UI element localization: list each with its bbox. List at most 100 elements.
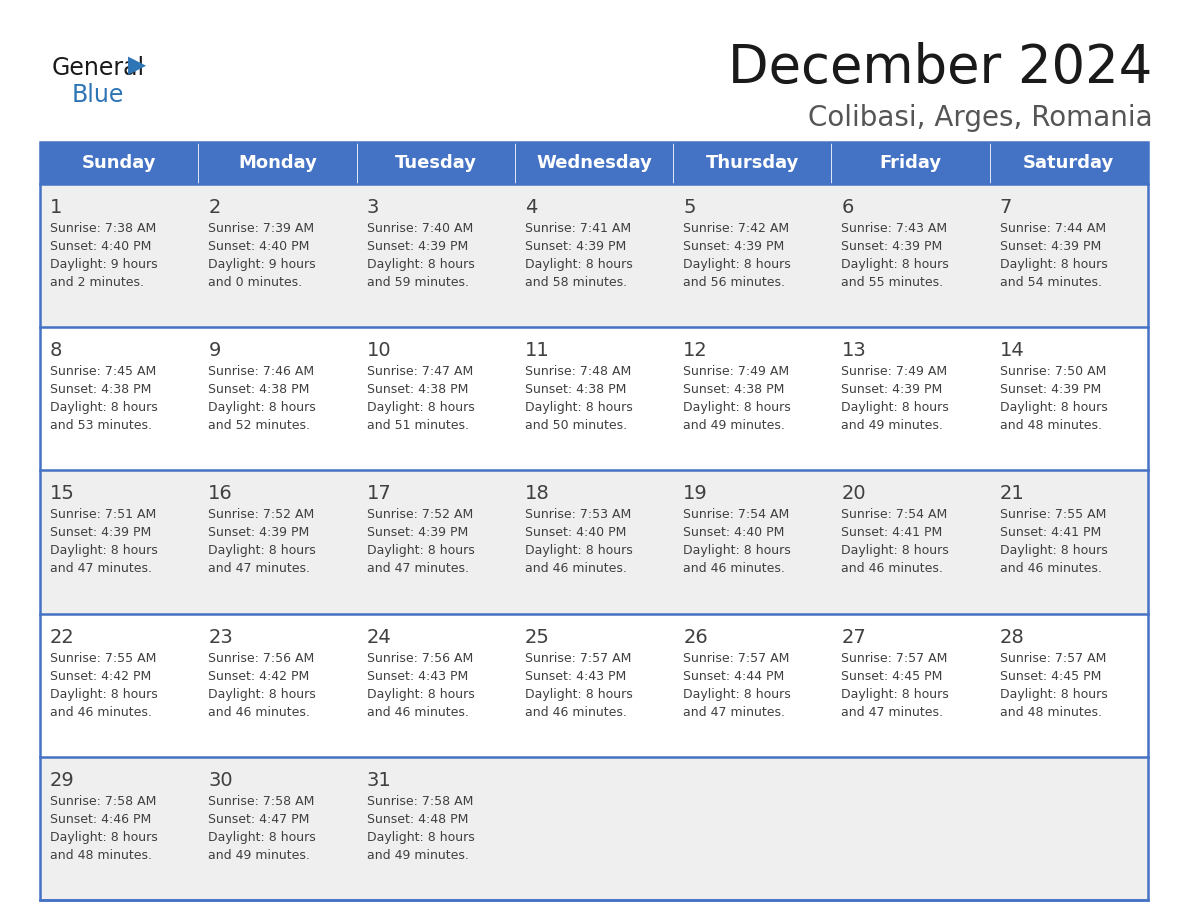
- Text: Daylight: 8 hours: Daylight: 8 hours: [525, 401, 632, 414]
- Text: Daylight: 8 hours: Daylight: 8 hours: [683, 401, 791, 414]
- Text: Sunday: Sunday: [82, 154, 157, 172]
- Text: Sunrise: 7:49 AM: Sunrise: 7:49 AM: [683, 365, 789, 378]
- Text: Sunset: 4:40 PM: Sunset: 4:40 PM: [683, 526, 784, 540]
- Text: 2: 2: [208, 198, 221, 217]
- Text: Sunset: 4:41 PM: Sunset: 4:41 PM: [1000, 526, 1101, 540]
- Text: and 51 minutes.: and 51 minutes.: [367, 420, 468, 432]
- Text: 11: 11: [525, 341, 550, 360]
- Text: Daylight: 8 hours: Daylight: 8 hours: [525, 544, 632, 557]
- Text: Sunset: 4:42 PM: Sunset: 4:42 PM: [50, 669, 151, 683]
- Bar: [40, 327, 1148, 470]
- Text: and 46 minutes.: and 46 minutes.: [683, 563, 785, 576]
- Text: and 47 minutes.: and 47 minutes.: [208, 563, 310, 576]
- Text: Sunset: 4:38 PM: Sunset: 4:38 PM: [525, 383, 626, 397]
- Text: and 47 minutes.: and 47 minutes.: [50, 563, 152, 576]
- Bar: [514, 142, 674, 184]
- Text: Sunrise: 7:54 AM: Sunrise: 7:54 AM: [841, 509, 948, 521]
- Bar: [40, 470, 1148, 613]
- Text: and 0 minutes.: and 0 minutes.: [208, 276, 303, 289]
- Text: and 47 minutes.: and 47 minutes.: [683, 706, 785, 719]
- Text: Sunset: 4:38 PM: Sunset: 4:38 PM: [208, 383, 310, 397]
- Text: Sunrise: 7:56 AM: Sunrise: 7:56 AM: [367, 652, 473, 665]
- Text: Sunrise: 7:38 AM: Sunrise: 7:38 AM: [50, 222, 157, 235]
- Text: Sunrise: 7:51 AM: Sunrise: 7:51 AM: [50, 509, 157, 521]
- Text: Sunrise: 7:58 AM: Sunrise: 7:58 AM: [50, 795, 157, 808]
- Text: Sunset: 4:39 PM: Sunset: 4:39 PM: [841, 383, 943, 397]
- Text: December 2024: December 2024: [728, 42, 1152, 94]
- Text: Daylight: 8 hours: Daylight: 8 hours: [50, 831, 158, 844]
- Text: Daylight: 9 hours: Daylight: 9 hours: [208, 258, 316, 271]
- Text: 8: 8: [50, 341, 63, 360]
- Text: 31: 31: [367, 771, 391, 789]
- Text: Sunset: 4:39 PM: Sunset: 4:39 PM: [1000, 383, 1101, 397]
- Text: Daylight: 8 hours: Daylight: 8 hours: [525, 258, 632, 271]
- Text: Sunset: 4:46 PM: Sunset: 4:46 PM: [50, 812, 151, 826]
- Text: Daylight: 8 hours: Daylight: 8 hours: [1000, 688, 1107, 700]
- Text: Blue: Blue: [72, 83, 125, 107]
- Text: 24: 24: [367, 628, 391, 646]
- Text: Daylight: 8 hours: Daylight: 8 hours: [208, 544, 316, 557]
- Text: Sunset: 4:40 PM: Sunset: 4:40 PM: [50, 240, 151, 253]
- Text: Sunrise: 7:39 AM: Sunrise: 7:39 AM: [208, 222, 315, 235]
- Bar: [674, 142, 832, 184]
- Text: Sunset: 4:45 PM: Sunset: 4:45 PM: [841, 669, 943, 683]
- Text: and 58 minutes.: and 58 minutes.: [525, 276, 627, 289]
- Text: Sunrise: 7:53 AM: Sunrise: 7:53 AM: [525, 509, 631, 521]
- Text: Sunrise: 7:58 AM: Sunrise: 7:58 AM: [367, 795, 473, 808]
- Text: Sunrise: 7:57 AM: Sunrise: 7:57 AM: [841, 652, 948, 665]
- Text: Daylight: 8 hours: Daylight: 8 hours: [208, 688, 316, 700]
- Text: Sunset: 4:43 PM: Sunset: 4:43 PM: [367, 669, 468, 683]
- Text: 10: 10: [367, 341, 391, 360]
- Text: Sunset: 4:38 PM: Sunset: 4:38 PM: [50, 383, 151, 397]
- Text: and 55 minutes.: and 55 minutes.: [841, 276, 943, 289]
- Text: Sunset: 4:45 PM: Sunset: 4:45 PM: [1000, 669, 1101, 683]
- Text: Sunrise: 7:55 AM: Sunrise: 7:55 AM: [1000, 509, 1106, 521]
- Text: Sunset: 4:41 PM: Sunset: 4:41 PM: [841, 526, 943, 540]
- Text: Sunset: 4:39 PM: Sunset: 4:39 PM: [367, 526, 468, 540]
- Text: 26: 26: [683, 628, 708, 646]
- Text: Sunset: 4:39 PM: Sunset: 4:39 PM: [367, 240, 468, 253]
- Text: Sunrise: 7:40 AM: Sunrise: 7:40 AM: [367, 222, 473, 235]
- Text: Daylight: 8 hours: Daylight: 8 hours: [367, 688, 474, 700]
- Text: and 48 minutes.: and 48 minutes.: [50, 849, 152, 862]
- Text: Sunrise: 7:43 AM: Sunrise: 7:43 AM: [841, 222, 948, 235]
- Text: Daylight: 8 hours: Daylight: 8 hours: [1000, 258, 1107, 271]
- Text: Sunset: 4:39 PM: Sunset: 4:39 PM: [683, 240, 784, 253]
- Text: and 48 minutes.: and 48 minutes.: [1000, 420, 1101, 432]
- Text: and 49 minutes.: and 49 minutes.: [367, 849, 468, 862]
- Text: Sunset: 4:38 PM: Sunset: 4:38 PM: [683, 383, 784, 397]
- Text: Daylight: 8 hours: Daylight: 8 hours: [367, 401, 474, 414]
- Text: Sunrise: 7:41 AM: Sunrise: 7:41 AM: [525, 222, 631, 235]
- Bar: [40, 756, 1148, 900]
- Text: Daylight: 8 hours: Daylight: 8 hours: [1000, 544, 1107, 557]
- Text: and 56 minutes.: and 56 minutes.: [683, 276, 785, 289]
- Text: Sunrise: 7:56 AM: Sunrise: 7:56 AM: [208, 652, 315, 665]
- Text: Daylight: 8 hours: Daylight: 8 hours: [683, 544, 791, 557]
- Text: Sunrise: 7:52 AM: Sunrise: 7:52 AM: [367, 509, 473, 521]
- Text: Sunrise: 7:44 AM: Sunrise: 7:44 AM: [1000, 222, 1106, 235]
- Text: Daylight: 8 hours: Daylight: 8 hours: [208, 831, 316, 844]
- Text: 15: 15: [50, 485, 75, 503]
- Text: 16: 16: [208, 485, 233, 503]
- Text: Sunrise: 7:54 AM: Sunrise: 7:54 AM: [683, 509, 789, 521]
- Text: Sunrise: 7:48 AM: Sunrise: 7:48 AM: [525, 365, 631, 378]
- Text: 7: 7: [1000, 198, 1012, 217]
- Text: Sunset: 4:39 PM: Sunset: 4:39 PM: [525, 240, 626, 253]
- Text: Daylight: 8 hours: Daylight: 8 hours: [841, 258, 949, 271]
- Text: Daylight: 8 hours: Daylight: 8 hours: [208, 401, 316, 414]
- Text: Sunset: 4:47 PM: Sunset: 4:47 PM: [208, 812, 310, 826]
- Text: Tuesday: Tuesday: [394, 154, 476, 172]
- Text: 22: 22: [50, 628, 75, 646]
- Text: Sunset: 4:40 PM: Sunset: 4:40 PM: [525, 526, 626, 540]
- Text: Sunrise: 7:55 AM: Sunrise: 7:55 AM: [50, 652, 157, 665]
- Text: Sunset: 4:40 PM: Sunset: 4:40 PM: [208, 240, 310, 253]
- Text: Monday: Monday: [238, 154, 317, 172]
- Text: 29: 29: [50, 771, 75, 789]
- Text: Daylight: 8 hours: Daylight: 8 hours: [841, 401, 949, 414]
- Text: Daylight: 8 hours: Daylight: 8 hours: [50, 544, 158, 557]
- Bar: [40, 142, 1148, 900]
- Text: Sunset: 4:39 PM: Sunset: 4:39 PM: [1000, 240, 1101, 253]
- Text: and 47 minutes.: and 47 minutes.: [841, 706, 943, 719]
- Text: and 52 minutes.: and 52 minutes.: [208, 420, 310, 432]
- Text: Sunrise: 7:47 AM: Sunrise: 7:47 AM: [367, 365, 473, 378]
